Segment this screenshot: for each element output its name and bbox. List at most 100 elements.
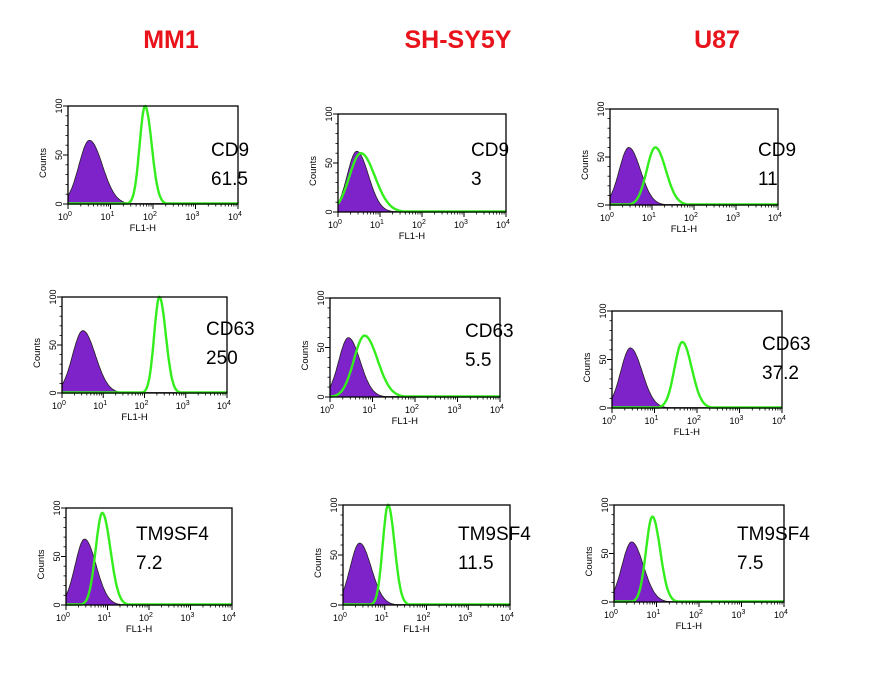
y-tick-label: 100 bbox=[54, 98, 64, 113]
x-axis-label: FL1-H bbox=[392, 416, 419, 427]
histogram-svg: 100 101 102 103 104 FL1-H 0 50 100 Counts bbox=[308, 106, 510, 242]
x-tick-label: 103 bbox=[726, 212, 740, 223]
histogram-panel-sh-sy5y-tm9sf4: 100 101 102 103 104 FL1-H 0 50 100 Counts bbox=[309, 497, 534, 649]
x-tick-label: 100 bbox=[600, 212, 614, 223]
isotype-histogram bbox=[611, 347, 783, 409]
marker-name: CD9 bbox=[758, 140, 797, 161]
x-axis-label: FL1-H bbox=[676, 621, 703, 632]
histogram-panel-u87-cd9: 100 101 102 103 104 FL1-H 0 50 100 Counts bbox=[576, 101, 801, 253]
y-axis-label: Counts bbox=[36, 549, 47, 579]
y-tick-label: 100 bbox=[598, 303, 608, 318]
x-tick-label: 104 bbox=[217, 400, 231, 411]
y-tick-label: 100 bbox=[52, 500, 62, 515]
y-tick-label: 0 bbox=[54, 201, 64, 206]
x-tick-label: 102 bbox=[405, 404, 419, 415]
y-tick-label: 50 bbox=[596, 152, 606, 162]
x-tick-label: 102 bbox=[684, 212, 698, 223]
x-axis-label: FL1-H bbox=[126, 624, 153, 635]
marker-value: 11 bbox=[758, 169, 778, 190]
x-tick-label: 100 bbox=[333, 612, 347, 623]
x-tick-label: 102 bbox=[689, 609, 703, 620]
histogram-svg: 100 101 102 103 104 FL1-H 0 50 100 Counts bbox=[582, 303, 786, 438]
isotype-histogram bbox=[609, 146, 779, 206]
histogram-panel-mm1-cd63: 100 101 102 103 104 FL1-H 0 50 100 Counts bbox=[28, 289, 253, 441]
histogram-svg: 100 101 102 103 104 FL1-H 0 50 100 Counts bbox=[584, 497, 788, 632]
x-tick-label: 101 bbox=[363, 404, 377, 415]
y-tick-label: 50 bbox=[54, 150, 64, 160]
x-axis-label: FL1-H bbox=[130, 223, 157, 234]
marker-name: TM9SF4 bbox=[136, 524, 209, 545]
y-tick-label: 100 bbox=[324, 106, 334, 121]
y-axis-label: Counts bbox=[308, 156, 319, 186]
y-tick-label: 0 bbox=[600, 599, 610, 604]
histogram-svg: 100 101 102 103 104 FL1-H 0 50 100 Counts bbox=[300, 290, 504, 427]
y-tick-label: 100 bbox=[600, 497, 610, 512]
x-tick-label: 103 bbox=[448, 404, 462, 415]
x-tick-label: 104 bbox=[768, 212, 782, 223]
marker-annotation: TM9SF4 7.2 bbox=[136, 520, 209, 578]
marker-value: 7.2 bbox=[136, 553, 163, 574]
x-tick-label: 100 bbox=[320, 404, 334, 415]
y-axis-label: Counts bbox=[313, 548, 324, 578]
x-tick-label: 104 bbox=[228, 211, 242, 222]
histogram-svg: 100 101 102 103 104 FL1-H 0 50 100 Counts bbox=[32, 289, 231, 423]
y-tick-label: 50 bbox=[600, 548, 610, 558]
marker-value: 250 bbox=[206, 348, 238, 369]
x-tick-label: 103 bbox=[730, 415, 744, 426]
marker-name: CD63 bbox=[465, 321, 514, 342]
marker-name: TM9SF4 bbox=[737, 524, 810, 545]
y-tick-label: 50 bbox=[598, 354, 608, 364]
x-tick-label: 100 bbox=[604, 609, 618, 620]
x-axis-label: FL1-H bbox=[674, 427, 701, 438]
y-axis-label: Counts bbox=[582, 352, 593, 382]
marker-annotation: CD9 61.5 bbox=[211, 136, 249, 194]
marker-annotation: CD9 11 bbox=[758, 136, 796, 194]
y-axis-label: Counts bbox=[580, 150, 591, 180]
x-axis-label: FL1-H bbox=[121, 412, 148, 423]
x-tick-label: 100 bbox=[52, 400, 66, 411]
x-tick-label: 101 bbox=[93, 400, 107, 411]
y-tick-label: 50 bbox=[324, 158, 334, 168]
marker-annotation: TM9SF4 7.5 bbox=[737, 520, 810, 578]
marker-annotation: CD63 250 bbox=[206, 315, 255, 373]
y-axis-label: Counts bbox=[38, 148, 49, 178]
y-tick-label: 0 bbox=[598, 405, 608, 410]
y-tick-label: 100 bbox=[48, 289, 58, 304]
y-tick-label: 0 bbox=[329, 602, 339, 607]
x-tick-label: 101 bbox=[645, 415, 659, 426]
marker-name: TM9SF4 bbox=[458, 524, 531, 545]
marker-value: 3 bbox=[471, 169, 482, 190]
y-tick-label: 0 bbox=[596, 202, 606, 207]
marker-name: CD63 bbox=[762, 334, 811, 355]
y-axis-label: Counts bbox=[584, 546, 595, 576]
x-tick-label: 104 bbox=[772, 415, 786, 426]
y-tick-label: 0 bbox=[324, 209, 334, 214]
x-tick-label: 100 bbox=[58, 211, 72, 222]
marker-annotation: CD63 37.2 bbox=[762, 330, 811, 388]
column-title-sh-sy5y: SH-SY5Y bbox=[404, 26, 512, 54]
marker-annotation: CD63 5.5 bbox=[465, 317, 514, 375]
x-tick-label: 102 bbox=[135, 400, 149, 411]
histogram-panel-u87-cd63: 100 101 102 103 104 FL1-H 0 50 100 Counts bbox=[578, 303, 803, 455]
marker-name: CD9 bbox=[211, 140, 250, 161]
y-tick-label: 0 bbox=[48, 390, 58, 395]
x-tick-label: 102 bbox=[412, 219, 426, 230]
x-tick-label: 101 bbox=[101, 211, 115, 222]
y-tick-label: 100 bbox=[596, 101, 606, 116]
x-tick-label: 101 bbox=[375, 612, 389, 623]
x-tick-label: 102 bbox=[687, 415, 701, 426]
marker-name: CD9 bbox=[471, 140, 510, 161]
x-tick-label: 102 bbox=[139, 612, 153, 623]
column-title-u87: U87 bbox=[694, 26, 740, 54]
x-tick-label: 103 bbox=[454, 219, 468, 230]
y-tick-label: 0 bbox=[52, 602, 62, 607]
x-tick-label: 101 bbox=[98, 612, 112, 623]
x-tick-label: 104 bbox=[496, 219, 510, 230]
histogram-svg: 100 101 102 103 104 FL1-H 0 50 100 Counts bbox=[313, 497, 514, 635]
marker-value: 5.5 bbox=[465, 350, 492, 371]
x-tick-label: 100 bbox=[602, 415, 616, 426]
x-tick-label: 104 bbox=[222, 612, 236, 623]
isotype-histogram bbox=[61, 330, 228, 394]
x-axis-label: FL1-H bbox=[399, 231, 426, 242]
marker-value: 11.5 bbox=[458, 553, 494, 574]
